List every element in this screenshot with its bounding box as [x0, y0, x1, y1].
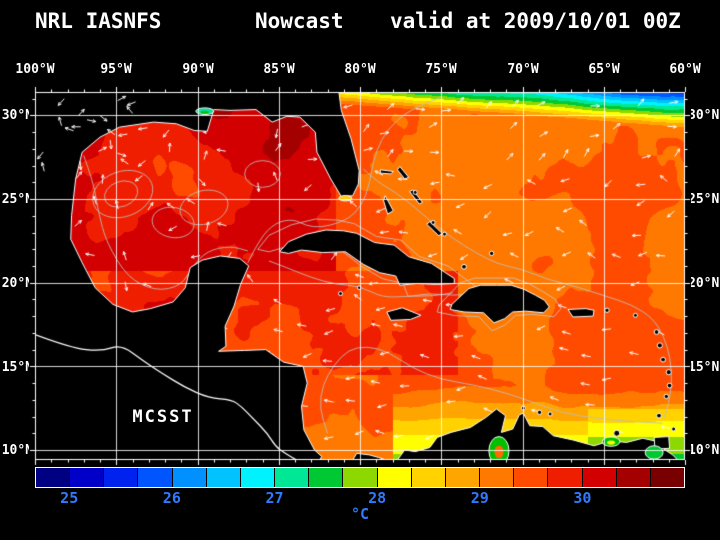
lat-tick-label: 30°N — [1, 108, 33, 123]
colorbar-tick-label: 28 — [368, 489, 387, 507]
lat-tick-label: 25°N — [688, 192, 720, 207]
colorbar-segment — [548, 468, 582, 487]
lon-tick-label: 75°W — [425, 62, 457, 77]
colorbar-tick-label: 26 — [162, 489, 181, 507]
colorbar-unit: °C — [350, 505, 370, 523]
colorbar-segment — [206, 468, 240, 487]
colorbar-segment — [650, 468, 684, 487]
colorbar-segment — [582, 468, 616, 487]
colorbar — [35, 467, 685, 488]
lon-tick-label: 95°W — [100, 62, 132, 77]
mcsst-label: MCSST — [132, 407, 194, 427]
title-valid-time: valid at 2009/10/01 00Z — [390, 9, 681, 33]
colorbar-segment — [309, 468, 343, 487]
colorbar-segment — [172, 468, 206, 487]
lat-tick-label: 30°N — [688, 108, 720, 123]
colorbar-segment — [70, 468, 104, 487]
colorbar-tick-label: 30 — [573, 489, 592, 507]
colorbar-segment — [411, 468, 445, 487]
lon-tick-label: 80°W — [344, 62, 376, 77]
lat-tick-label: 10°N — [1, 443, 33, 458]
lat-tick-label: 10°N — [688, 443, 720, 458]
lon-tick-label: 65°W — [588, 62, 620, 77]
title-model: NRL IASNFS — [35, 9, 162, 33]
lon-tick-label: 90°W — [182, 62, 214, 77]
colorbar-tick-label: 25 — [60, 489, 79, 507]
title-product: Nowcast — [255, 9, 344, 33]
colorbar-segment — [377, 468, 411, 487]
colorbar-segment — [480, 468, 514, 487]
colorbar-segment — [36, 468, 70, 487]
colorbar-tick-label: 27 — [265, 489, 284, 507]
map-canvas — [29, 86, 691, 466]
colorbar-segment — [514, 468, 548, 487]
lon-tick-label: 70°W — [507, 62, 539, 77]
colorbar-segment — [616, 468, 650, 487]
colorbar-segment — [275, 468, 309, 487]
colorbar-segment — [445, 468, 480, 487]
lat-tick-label: 15°N — [1, 360, 33, 375]
lat-tick-label: 25°N — [1, 192, 33, 207]
colorbar-tick-label: 29 — [470, 489, 489, 507]
colorbar-segment — [240, 468, 275, 487]
lat-tick-label: 20°N — [688, 276, 720, 291]
colorbar-segment — [138, 468, 172, 487]
lat-tick-label: 15°N — [688, 360, 720, 375]
colorbar-segment — [104, 468, 138, 487]
lon-tick-label: 85°W — [263, 62, 295, 77]
colorbar-segment — [343, 468, 377, 487]
lon-tick-label: 100°W — [15, 62, 55, 77]
lon-tick-label: 60°W — [669, 62, 701, 77]
lat-tick-label: 20°N — [1, 276, 33, 291]
